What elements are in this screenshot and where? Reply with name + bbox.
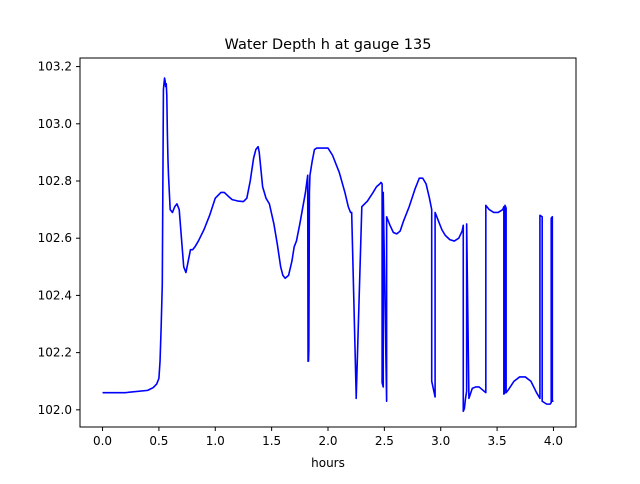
y-tick-label: 103.0 [38, 117, 72, 131]
y-tick-label: 102.6 [38, 231, 72, 245]
x-tick-label: 4.0 [544, 434, 563, 448]
x-tick-label: 1.5 [262, 434, 281, 448]
x-tick-label: 2.0 [318, 434, 337, 448]
chart-title: Water Depth h at gauge 135 [225, 37, 432, 53]
y-tick-label: 102.2 [38, 346, 72, 360]
x-tick-label: 1.0 [206, 434, 225, 448]
x-axis-label: hours [311, 456, 345, 470]
y-tick-label: 102.0 [38, 403, 72, 417]
y-tick-label: 102.8 [38, 174, 72, 188]
x-tick-label: 0.0 [93, 434, 112, 448]
y-tick-label: 103.2 [38, 60, 72, 74]
series-layer [102, 77, 554, 413]
y-tick-label: 102.4 [38, 288, 72, 302]
x-tick-label: 3.5 [488, 434, 507, 448]
plot-frame [79, 57, 577, 428]
series-line-0 [102, 77, 554, 413]
x-tick-label: 0.5 [149, 434, 168, 448]
x-axis-ticks: 0.0 0.5 1.0 1.5 2.0 2.5 3.0 3.5 4.0 [93, 427, 563, 448]
x-tick-label: 2.5 [375, 434, 394, 448]
y-axis-ticks: 102.0 102.2 102.4 102.6 102.8 103.0 103.2 [38, 60, 80, 417]
x-tick-label: 3.0 [431, 434, 450, 448]
